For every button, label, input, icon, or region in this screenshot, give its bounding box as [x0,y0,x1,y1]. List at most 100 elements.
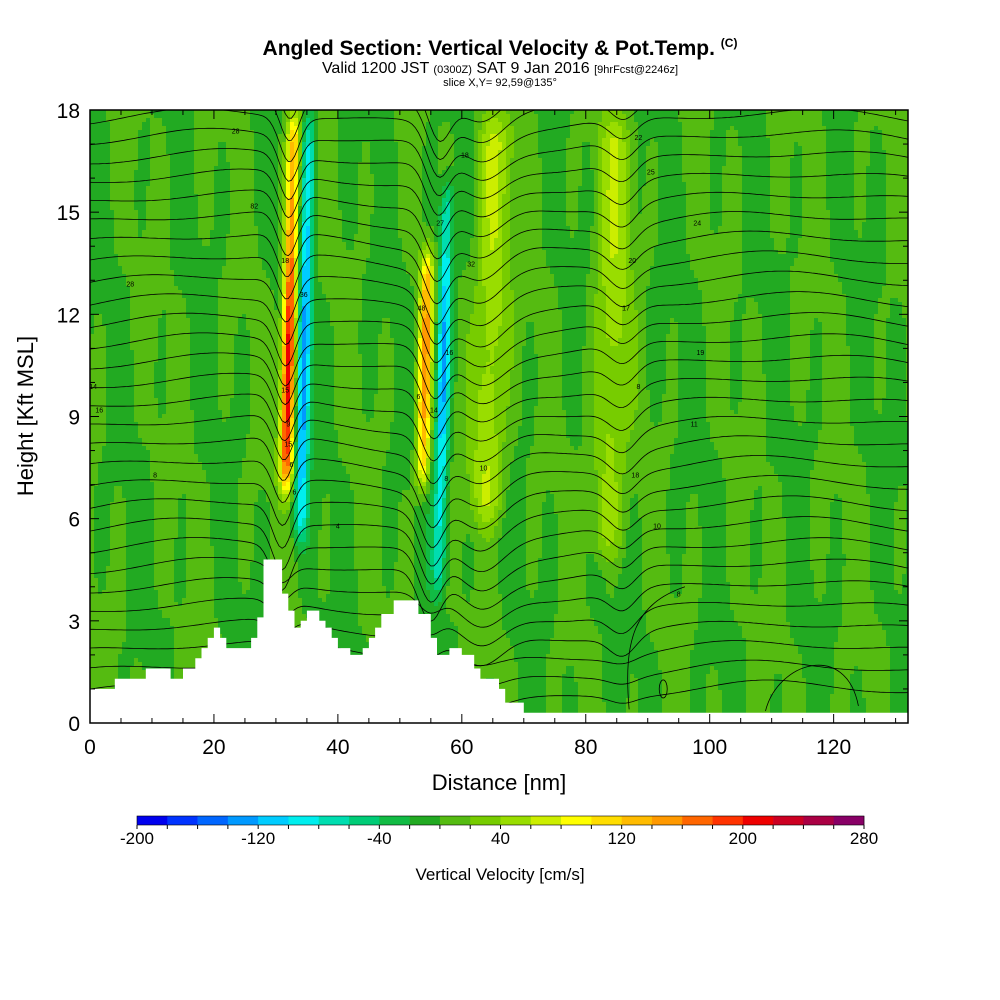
velocity-cell [98,462,103,467]
velocity-cell [118,414,123,419]
velocity-cell [122,490,127,495]
velocity-cell [98,418,103,423]
velocity-cell [134,302,139,307]
velocity-cell [118,310,123,315]
velocity-cell [198,358,203,363]
velocity-cell [198,434,203,439]
velocity-cell [214,134,219,139]
velocity-cell [186,438,191,443]
velocity-cell [150,606,155,611]
velocity-cell [138,578,143,583]
velocity-cell [194,602,199,607]
velocity-cell [166,218,171,223]
velocity-cell [122,566,127,571]
velocity-cell [102,554,107,559]
velocity-cell [186,586,191,591]
velocity-cell [138,174,143,179]
velocity-cell [166,110,171,115]
velocity-cell [202,478,207,483]
velocity-cell [102,118,107,123]
velocity-cell [90,530,95,535]
velocity-cell [110,482,115,487]
velocity-cell [130,434,135,439]
velocity-cell [158,182,163,187]
velocity-cell [218,182,223,187]
velocity-cell [162,526,167,531]
velocity-cell [138,622,143,627]
velocity-cell [94,582,99,587]
velocity-cell [114,198,119,203]
velocity-cell [114,522,119,527]
velocity-cell [106,686,111,691]
velocity-cell [146,250,151,255]
velocity-cell [194,410,199,415]
velocity-cell [158,386,163,391]
velocity-cell [154,374,159,379]
velocity-cell [186,454,191,459]
velocity-cell [178,566,183,571]
velocity-cell [122,150,127,155]
velocity-cell [162,158,167,163]
velocity-cell [94,286,99,291]
velocity-cell [94,670,99,675]
velocity-cell [106,434,111,439]
velocity-cell [90,454,95,459]
velocity-cell [170,282,175,287]
velocity-cell [106,282,111,287]
velocity-cell [214,222,219,227]
velocity-cell [102,306,107,311]
velocity-cell [106,226,111,231]
velocity-cell [146,166,151,171]
velocity-cell [90,362,95,367]
velocity-cell [186,142,191,147]
velocity-cell [202,350,207,355]
velocity-cell [174,290,179,295]
velocity-cell [182,226,187,231]
velocity-cell [130,550,135,555]
velocity-cell [90,470,95,475]
velocity-cell [214,290,219,295]
velocity-cell [166,646,171,651]
velocity-cell [110,230,115,235]
velocity-cell [166,214,171,219]
velocity-cell [106,190,111,195]
velocity-cell [166,314,171,319]
velocity-cell [194,614,199,619]
velocity-cell [190,618,195,623]
velocity-cell [146,310,151,315]
velocity-cell [214,374,219,379]
velocity-cell [206,322,211,327]
velocity-cell [166,306,171,311]
velocity-cell [170,238,175,243]
velocity-cell [194,634,199,639]
velocity-cell [130,138,135,143]
velocity-cell [122,378,127,383]
velocity-cell [126,610,131,615]
velocity-cell [202,442,207,447]
velocity-cell [182,194,187,199]
velocity-cell [146,122,151,127]
velocity-cell [214,282,219,287]
velocity-cell [194,562,199,567]
velocity-cell [98,186,103,191]
velocity-cell [166,202,171,207]
velocity-cell [98,498,103,503]
velocity-cell [122,550,127,555]
velocity-cell [150,166,155,171]
velocity-cell [202,590,207,595]
velocity-cell [102,298,107,303]
velocity-cell [170,594,175,599]
velocity-cell [182,158,187,163]
velocity-cell [166,154,171,159]
velocity-cell [110,402,115,407]
velocity-cell [106,510,111,515]
velocity-cell [206,274,211,279]
velocity-cell [106,602,111,607]
velocity-cell [146,458,151,463]
velocity-cell [186,342,191,347]
velocity-cell [94,186,99,191]
velocity-cell [194,146,199,151]
velocity-cell [170,662,175,667]
velocity-cell [102,226,107,231]
velocity-cell [162,266,167,271]
